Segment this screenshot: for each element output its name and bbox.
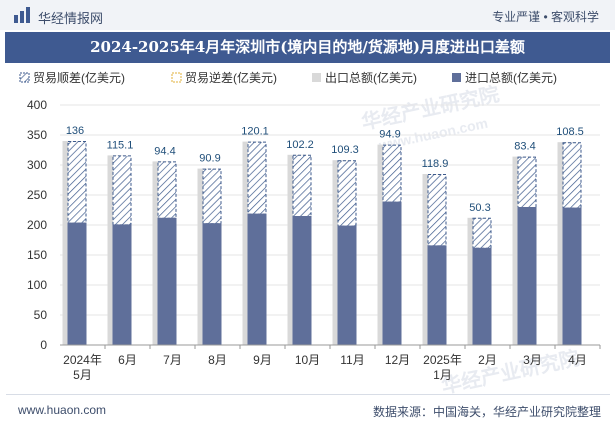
import-bar [112,224,132,345]
x-tick-label: 2月 [478,353,497,367]
surplus-bar [427,174,447,247]
footer-source: 数据来源：中国海关，华经产业研究院整理 [372,405,601,419]
value-label: 94.9 [379,129,400,141]
legend-swatch-import [452,73,461,82]
import-bar [67,222,87,345]
legend-label: 出口总额(亿美元) [325,70,417,85]
divider [6,394,610,395]
y-tick-label: 100 [27,278,47,292]
site-name: 华经情报网 [38,11,104,26]
legend-swatch-deficit [171,72,182,83]
logo-icon [14,7,30,23]
import-bar [517,207,537,345]
value-label: 102.2 [286,139,314,151]
import-bar [247,213,267,345]
y-tick-label: 200 [27,218,47,232]
surplus-bar [337,160,357,227]
x-tick-label: 6月 [118,353,137,367]
x-tick-label: 12月 [385,353,410,367]
title-bar: 2024-2025年4月年深圳市(境内目的地/货源地)月度进出口差额 [5,32,610,63]
value-label: 115.1 [107,139,134,151]
x-tick-label: 7月 [163,353,182,367]
y-tick-label: 300 [27,158,47,172]
value-label: 120.1 [241,126,269,138]
chart: 贸易顺差(亿美元) 贸易逆差(亿美元) 出口总额(亿美元) 进口总额(亿美元) 136… [19,70,601,382]
surplus-bar [157,161,177,219]
legend-swatch-export [312,73,321,82]
value-label: 118.9 [422,158,449,170]
y-tick-label: 250 [27,188,47,202]
value-label: 90.9 [199,153,220,165]
surplus-bar [382,144,402,203]
legend-label: 进口总额(亿美元) [465,70,557,85]
y-tick-label: 350 [27,128,47,142]
value-label: 83.4 [514,141,535,153]
legend-label: 贸易逆差(亿美元) [185,70,277,85]
x-tick-label: 3月 [523,353,542,367]
x-tick-label: 4月 [568,353,587,367]
surplus-bar [247,141,267,215]
chart-title: 2024-2025年4月年深圳市(境内目的地/货源地)月度进出口差额 [90,38,525,56]
surplus-bar [517,156,537,209]
y-tick-label: 400 [27,98,47,112]
y-tick-label: 150 [27,248,47,262]
import-bar [202,223,222,345]
top-bar: 华经情报网 专业严谨 • 客观科学 [0,0,615,30]
import-bar [337,225,357,345]
value-label: 109.3 [331,144,359,156]
surplus-bar [112,155,132,226]
surplus-bar [562,142,582,209]
value-label: 108.5 [556,126,584,138]
surplus-bar [67,141,87,224]
surplus-bar [472,217,492,249]
import-bar [427,245,447,345]
x-tick-label: 9月 [253,353,272,367]
import-bar [382,201,402,345]
legend-swatch-surplus [19,72,30,83]
import-bar [157,217,177,345]
import-bar [562,207,582,345]
x-tick-label: 8月 [208,353,227,367]
x-tick-label: 1月 [433,368,452,382]
legend: 贸易顺差(亿美元) 贸易逆差(亿美元) 出口总额(亿美元) 进口总额(亿美元) [19,70,557,85]
tagline: 专业严谨 • 客观科学 [492,10,599,24]
value-label: 50.3 [469,202,490,214]
surplus-bar [292,154,312,218]
x-tick-label: 2024年 [63,353,102,367]
footer-website[interactable]: www.huaon.com [18,403,107,417]
value-label: 94.4 [154,145,175,157]
import-bar [292,216,312,345]
x-tick-label: 5月 [73,368,92,382]
y-tick-label: 0 [40,338,47,352]
surplus-bar [202,168,222,225]
legend-label: 贸易顺差(亿美元) [33,70,125,85]
y-tick-label: 50 [34,308,48,322]
import-bar [472,247,492,345]
x-tick-label: 11月 [340,353,364,367]
value-label: 136 [66,125,84,137]
x-tick-label: 2025年 [423,353,462,367]
x-tick-label: 10月 [295,353,320,367]
